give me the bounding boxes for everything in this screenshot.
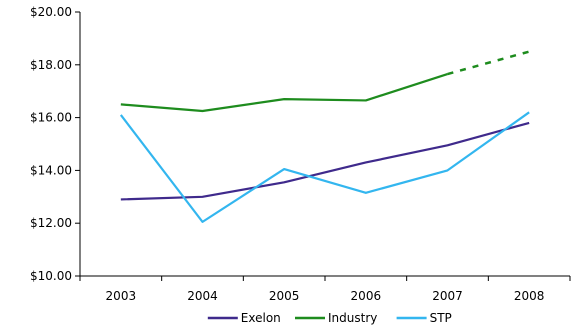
y-tick-label: $18.00 [30, 58, 72, 72]
series-line-exelon [120, 121, 530, 201]
legend: Exelon Industry STP [207, 311, 452, 325]
x-tick-label: 2008 [514, 289, 545, 303]
x-tick-label: 2005 [269, 289, 300, 303]
y-tick-label: $20.00 [30, 5, 72, 19]
x-tick-label: 2006 [351, 289, 382, 303]
y-tick-label: $14.00 [30, 163, 72, 177]
y-tick-label: $16.00 [30, 111, 72, 125]
y-axis-ticks: $10.00 $12.00 $14.00 $16.00 $18.00 $20.00 [30, 5, 80, 283]
series-line-stp [119, 111, 530, 223]
y-tick-label: $10.00 [30, 269, 72, 283]
x-tick-label: 2007 [432, 289, 463, 303]
series-projection-industry [447, 50, 530, 76]
x-axis-ticks: 2003 2004 2005 2006 2007 2008 [79, 276, 571, 303]
y-tick-label: $12.00 [30, 216, 72, 230]
legend-label-exelon: Exelon [241, 311, 281, 325]
legend-label-industry: Industry [328, 311, 377, 325]
series-line-industry [120, 72, 448, 113]
x-tick-label: 2003 [106, 289, 137, 303]
legend-label-stp: STP [430, 311, 452, 325]
series-layer [119, 50, 530, 223]
x-tick-label: 2004 [187, 289, 218, 303]
